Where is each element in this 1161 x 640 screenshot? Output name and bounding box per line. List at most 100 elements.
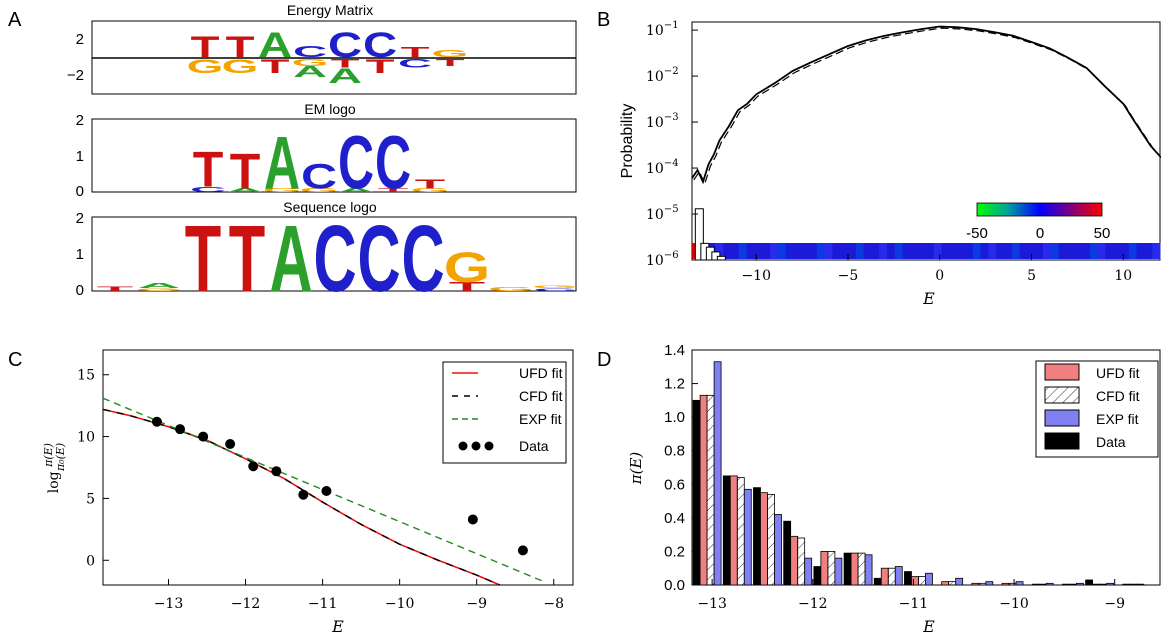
colorbar-tick: 50 xyxy=(1094,225,1111,242)
logo-letter-G: G xyxy=(488,287,534,293)
bar-cfd xyxy=(1038,583,1047,586)
heat-cell xyxy=(1136,243,1145,259)
logo-letter-T: T xyxy=(193,142,224,198)
tick-label: 1 xyxy=(76,246,84,263)
legend-swatch-ufd xyxy=(1044,363,1080,381)
bar-exp xyxy=(1136,583,1145,586)
heat-cell xyxy=(1058,243,1067,259)
heat-cell xyxy=(731,243,740,259)
bar-ufd xyxy=(880,567,889,586)
logo-letter-T: T xyxy=(449,280,485,294)
bar-exp xyxy=(1106,582,1115,586)
x-tick-label: −8 xyxy=(543,596,564,612)
y-tick-label: 0 xyxy=(86,553,95,569)
bar-data xyxy=(722,475,731,586)
heat-cell xyxy=(801,243,810,259)
logo-letter-G: G xyxy=(411,187,450,193)
bar-data xyxy=(843,552,852,586)
histogram-bar xyxy=(694,208,704,261)
logo-letter-A: A xyxy=(227,187,263,193)
heat-cell xyxy=(1097,243,1106,259)
legend-entry-ufd: UFD fit xyxy=(1096,365,1140,381)
colorbar-tick: -50 xyxy=(966,225,988,242)
data-point xyxy=(271,466,282,477)
bar-cfd xyxy=(1008,582,1017,586)
y-axis-label-b: Probability xyxy=(619,104,636,179)
logo-letter-T: T xyxy=(415,177,446,191)
legend-swatch-exp xyxy=(1044,409,1080,427)
heat-cell xyxy=(840,243,849,259)
tick-label: 0 xyxy=(76,282,84,299)
heat-cell xyxy=(715,243,724,259)
y-tick-label: 10−6 xyxy=(646,250,679,269)
logo-letter-G: G xyxy=(532,285,578,289)
probability-curves xyxy=(691,25,1161,186)
heat-cell xyxy=(1144,243,1153,259)
heat-cell xyxy=(980,243,989,259)
heat-cell xyxy=(1074,243,1083,259)
heat-cell xyxy=(777,243,787,259)
x-tick-label: −9 xyxy=(1104,596,1125,612)
x-tick-label: −10 xyxy=(999,596,1029,612)
heat-cell xyxy=(824,243,833,259)
logo-letter-C: C xyxy=(338,120,374,205)
y-tick-exponent: −2 xyxy=(664,66,679,77)
x-tick-label: −9 xyxy=(466,596,487,612)
bar-ufd xyxy=(850,552,859,586)
logo-letter-C: C xyxy=(301,158,337,197)
y-tick-exponent: −3 xyxy=(664,112,679,123)
tick-label: −2 xyxy=(67,67,84,84)
tick-label: 2 xyxy=(76,210,84,227)
heat-cell xyxy=(1089,243,1099,259)
y-tick-label: 1.4 xyxy=(664,342,685,359)
logo-letter-C: C xyxy=(401,205,444,312)
x-axis-label-c: E xyxy=(331,617,344,636)
legend-entry-ufd: UFD fit xyxy=(519,365,563,381)
logo-letter-A: A xyxy=(264,120,300,205)
tick-label: 1 xyxy=(76,148,84,165)
fit-line-exp xyxy=(102,397,547,584)
heat-cell xyxy=(1128,243,1138,259)
heat-cell xyxy=(879,243,888,259)
sequence-logo-frame xyxy=(91,216,577,292)
legend-entry-exp: EXP fit xyxy=(519,411,562,427)
x-tick-label: −12 xyxy=(798,596,828,612)
x-axis-label-d: E xyxy=(922,617,935,636)
bar-exp xyxy=(925,572,933,586)
probability-curve-data xyxy=(691,25,1161,185)
bar-ufd xyxy=(971,582,980,586)
bar-cfd xyxy=(736,477,745,586)
axis-ticks-c: 0 5 10 15 −13 −12 −11 −10 −9 −8 xyxy=(77,368,564,612)
bar-cfd xyxy=(1129,583,1138,586)
bar-exp xyxy=(834,557,843,586)
sequence-logo: T GA T T A C C C TGG CG xyxy=(97,205,578,312)
y-tick-label: 1.0 xyxy=(664,409,685,426)
heat-cell xyxy=(746,243,755,259)
bar-data xyxy=(1085,579,1094,586)
bar-data xyxy=(692,399,701,586)
logo-letter-T: T xyxy=(331,57,360,70)
bar-cfd xyxy=(1099,583,1108,586)
x-tick-label: −12 xyxy=(231,596,261,612)
y-tick-label: 10 xyxy=(77,430,95,446)
panel-label-d: D xyxy=(597,349,611,371)
y-tick-label: 0.6 xyxy=(664,476,685,493)
y-tick-label: 10−4 xyxy=(646,158,679,177)
legend-entry-data: Data xyxy=(519,438,549,454)
heat-cell xyxy=(965,243,974,259)
logo-letter-T: T xyxy=(401,44,430,60)
y-tick-label: 10−5 xyxy=(646,204,679,223)
em-logo: CT AT GA GC AC TC GT xyxy=(190,120,450,205)
heat-cell xyxy=(949,243,958,259)
plot-frame-b xyxy=(691,21,1161,261)
legend-c: UFD fit CFD fit EXP fit Data xyxy=(442,361,567,464)
bar-cfd xyxy=(857,552,866,586)
heat-cell xyxy=(871,243,880,259)
heat-cell xyxy=(1050,243,1060,259)
panel-label-c: C xyxy=(8,349,22,371)
logo-letter-C: C xyxy=(398,57,432,70)
bar-cfd xyxy=(827,551,836,586)
heat-cell xyxy=(972,243,982,259)
x-tick-label: 10 xyxy=(1114,268,1132,284)
y-tick-label: 10−1 xyxy=(646,20,679,39)
